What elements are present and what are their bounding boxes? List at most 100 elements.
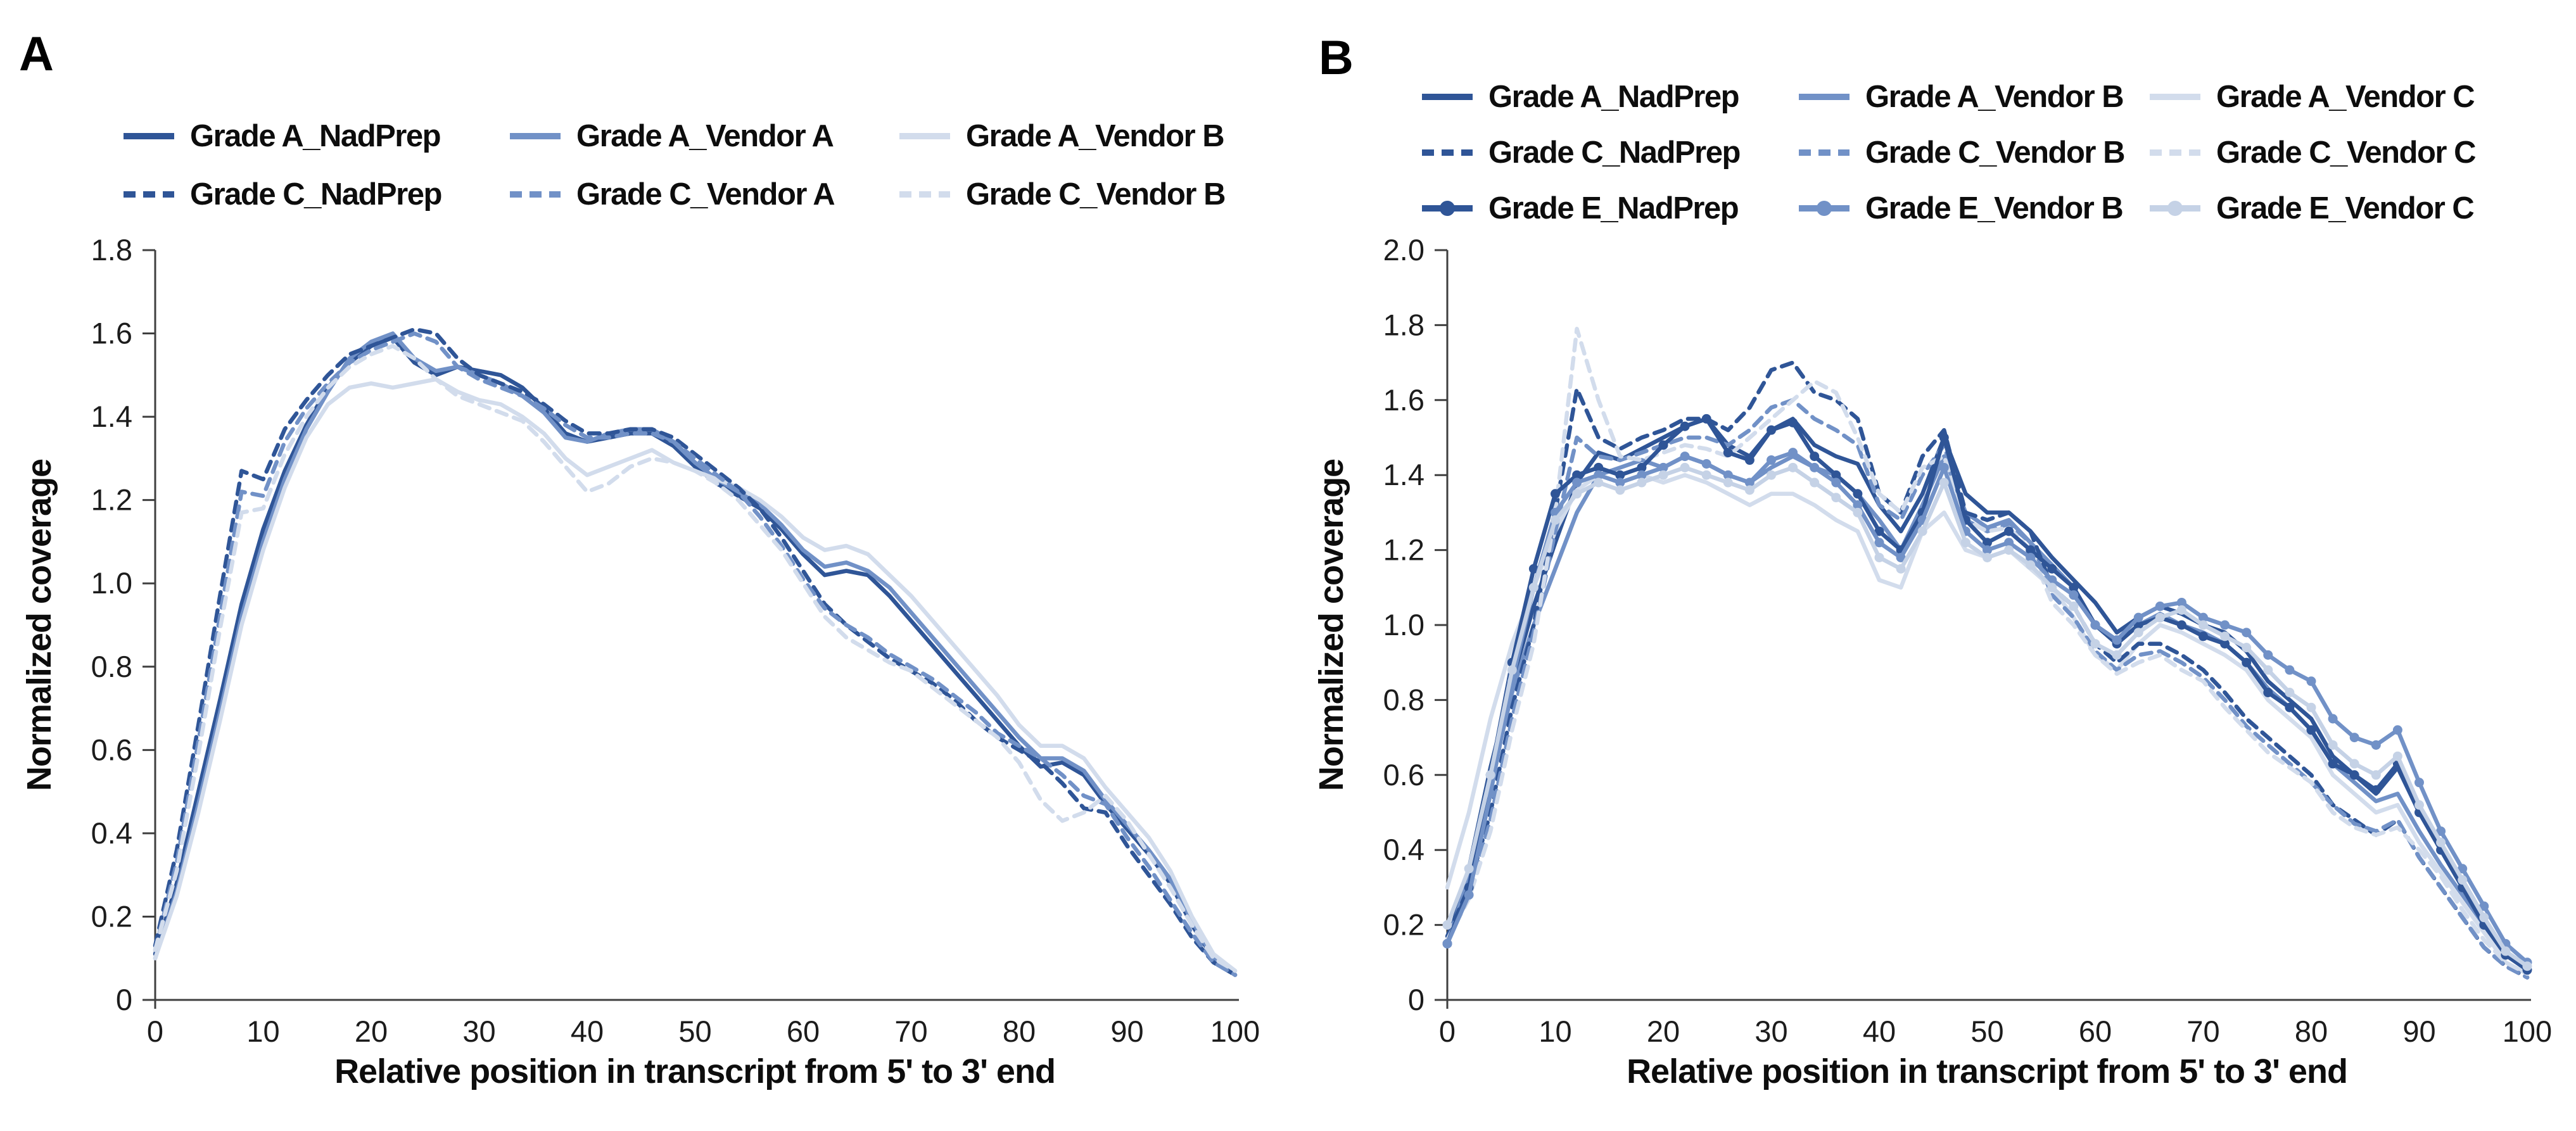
legend-label: Grade C_NadPrep xyxy=(190,177,442,212)
data-point-marker xyxy=(1788,462,1798,472)
series-line-grade-a-vendor-a xyxy=(153,331,1238,977)
data-point-marker xyxy=(1637,462,1647,472)
marker-line-swatch-icon xyxy=(1799,201,1850,216)
y-tick-label: 1.6 xyxy=(91,317,132,350)
data-point-marker xyxy=(2004,538,2014,548)
data-point-marker xyxy=(2306,702,2316,712)
y-tick-label: 0.8 xyxy=(91,650,132,683)
data-point-marker xyxy=(1680,421,1690,431)
data-point-marker xyxy=(2112,635,2122,645)
panel-b-plot: 0 0.2 0.4 0.6 0.8 1.0 1.2 1.4 1.6 1.8 2.0 0 10 20 30 40… xyxy=(1383,233,2553,1048)
data-point-marker xyxy=(2004,545,2014,555)
y-tick-label: 1.4 xyxy=(91,400,132,433)
data-point-marker xyxy=(2285,702,2295,712)
dashed-swatch-icon xyxy=(1422,149,1473,156)
data-point-marker xyxy=(1831,470,1841,480)
series-line-grade-a-nadprep xyxy=(1445,417,2530,972)
legend-item-grade-c-vendor-a: Grade C_Vendor A xyxy=(508,176,835,213)
data-point-marker xyxy=(2133,612,2143,622)
legend-item-grade-c-vendor-b: Grade C_Vendor B xyxy=(898,176,1226,213)
x-tick-label: 0 xyxy=(147,1014,163,1048)
dashed-swatch-icon xyxy=(1799,149,1850,156)
legend-item-grade-c-vendor-c: Grade C_Vendor C xyxy=(2148,134,2476,171)
x-tick-label: 100 xyxy=(1210,1014,1260,1048)
data-point-marker xyxy=(1723,448,1733,458)
data-point-marker xyxy=(2349,759,2359,769)
data-point-marker xyxy=(2306,676,2316,686)
data-point-marker xyxy=(1615,470,1625,480)
legend-label: Grade E_Vendor C xyxy=(2216,191,2475,225)
data-point-marker xyxy=(2176,620,2186,630)
marker-line-swatch-icon xyxy=(1422,201,1473,216)
data-point-marker xyxy=(2090,620,2100,630)
data-point-marker xyxy=(1810,452,1820,462)
data-point-marker xyxy=(1831,493,1841,503)
x-tick-label: 40 xyxy=(571,1014,604,1048)
x-tick-label: 10 xyxy=(246,1014,279,1048)
y-tick-label: 1.4 xyxy=(1383,458,1424,491)
data-point-marker xyxy=(2242,643,2252,653)
solid-swatch-icon xyxy=(124,133,174,139)
data-point-marker xyxy=(2242,657,2252,667)
data-point-marker xyxy=(2328,740,2338,750)
marker-line-swatch-icon xyxy=(2150,201,2200,216)
legend-item-grade-e-vendor-c: Grade E_Vendor C xyxy=(2148,190,2475,227)
data-point-marker xyxy=(2349,770,2359,780)
legend-item-grade-e-nadprep: Grade E_NadPrep xyxy=(1420,190,1739,227)
data-point-marker xyxy=(2133,628,2143,638)
data-point-marker xyxy=(2220,639,2230,649)
data-point-marker xyxy=(2176,597,2186,607)
data-point-marker xyxy=(2414,800,2424,810)
data-point-marker xyxy=(1939,433,1949,443)
data-point-marker xyxy=(2026,545,2036,555)
x-tick-label: 70 xyxy=(2186,1014,2219,1048)
data-point-marker xyxy=(2198,620,2208,630)
x-tick-label: 50 xyxy=(1970,1014,2003,1048)
legend-item-grade-a-nadprep: Grade A_NadPrep xyxy=(1420,79,1740,115)
data-point-marker xyxy=(2155,601,2165,611)
x-tick-label: 80 xyxy=(2295,1014,2328,1048)
y-tick-label: 0.2 xyxy=(91,899,132,933)
data-point-marker xyxy=(1442,938,1452,949)
data-point-marker xyxy=(1658,440,1668,450)
legend-item-grade-a-vendor-b: Grade A_Vendor B xyxy=(1797,79,2124,115)
y-tick-label: 0 xyxy=(1408,983,1424,1016)
legend-item-grade-e-vendor-b: Grade E_Vendor B xyxy=(1797,190,2124,227)
data-point-marker xyxy=(2220,631,2230,641)
x-tick-label: 0 xyxy=(1439,1014,1456,1048)
data-point-marker xyxy=(1917,526,1927,536)
data-point-marker xyxy=(1572,489,1582,499)
data-point-marker xyxy=(2458,875,2468,885)
series-line-grade-a-vendor-b xyxy=(1445,454,2530,968)
data-point-marker xyxy=(1810,477,1820,488)
data-point-marker xyxy=(1572,470,1582,480)
legend-item-grade-a-nadprep: Grade A_NadPrep xyxy=(122,118,441,155)
data-point-marker xyxy=(1637,477,1647,488)
data-point-marker xyxy=(1853,507,1863,517)
x-tick-label: 80 xyxy=(1003,1014,1036,1048)
data-point-marker xyxy=(1680,462,1690,472)
y-tick-label: 1.0 xyxy=(91,566,132,600)
legend-label: Grade A_NadPrep xyxy=(190,119,441,153)
data-point-marker xyxy=(2392,725,2402,735)
y-tick-label: 0.6 xyxy=(91,733,132,766)
data-point-marker xyxy=(2047,583,2057,593)
legend-label: Grade A_NadPrep xyxy=(1488,80,1740,114)
legend-label: Grade A_Vendor C xyxy=(2216,80,2475,114)
legend-label: Grade A_Vendor A xyxy=(576,119,834,153)
y-tick-label: 1.6 xyxy=(1383,383,1424,417)
legend-item-grade-a-vendor-b: Grade A_Vendor B xyxy=(898,118,1225,155)
data-point-marker xyxy=(1810,462,1820,472)
data-point-marker xyxy=(2479,913,2489,923)
data-point-marker xyxy=(2263,665,2273,675)
x-tick-label: 10 xyxy=(1539,1014,1571,1048)
data-point-marker xyxy=(1983,545,1992,555)
legend-item-grade-a-vendor-a: Grade A_Vendor A xyxy=(508,118,834,155)
data-point-marker xyxy=(1615,485,1625,495)
data-point-marker xyxy=(1896,552,1906,562)
data-point-marker xyxy=(1680,452,1690,462)
series-line-grade-a-nadprep xyxy=(153,335,1238,977)
data-point-marker xyxy=(2198,612,2208,622)
data-point-marker xyxy=(2198,631,2208,641)
legend-item-grade-a-vendor-c: Grade A_Vendor C xyxy=(2148,79,2475,115)
